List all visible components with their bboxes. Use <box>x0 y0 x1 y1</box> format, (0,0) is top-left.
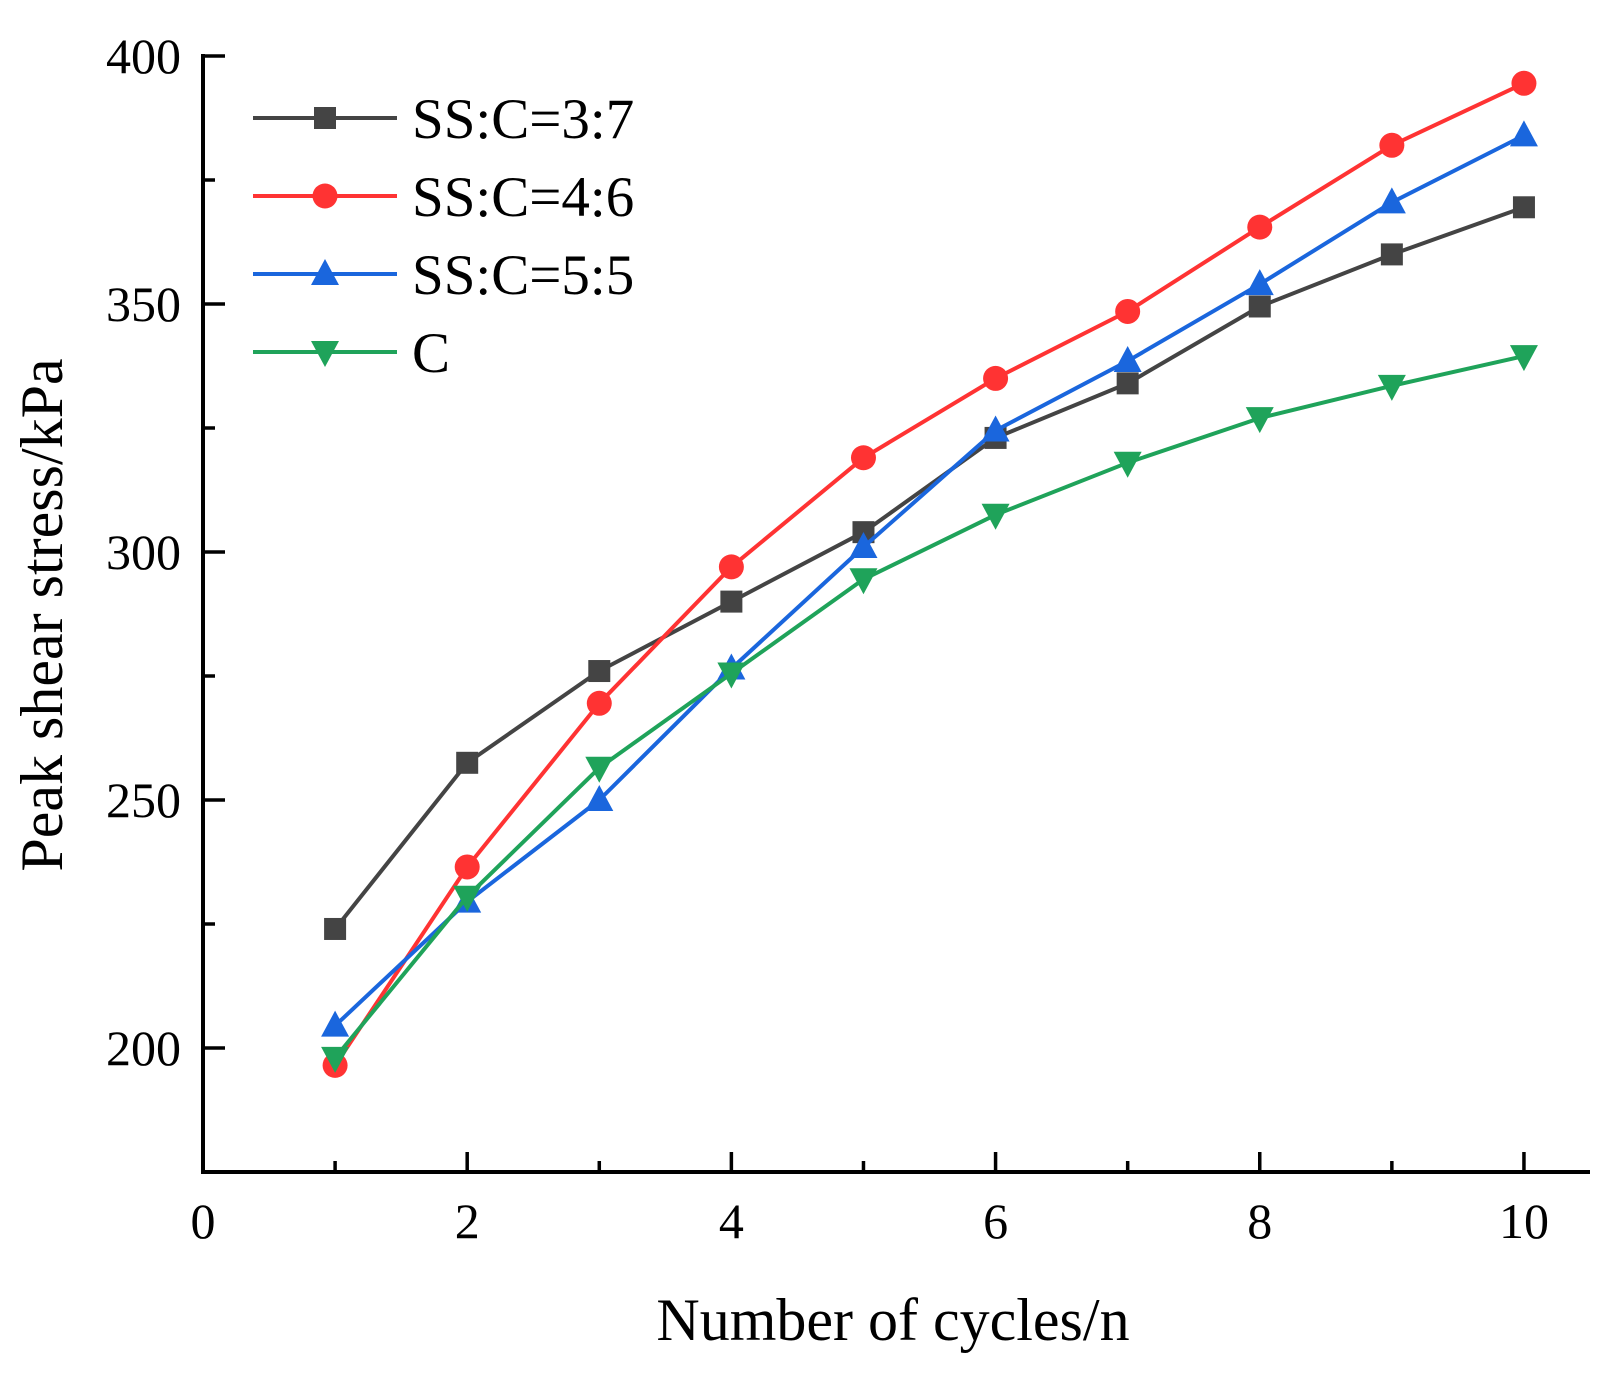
data-point <box>585 756 614 783</box>
data-point <box>1113 346 1142 373</box>
data-point <box>586 690 612 716</box>
data-point <box>454 854 480 880</box>
data-point <box>1512 196 1535 219</box>
data-point <box>849 532 878 559</box>
data-point <box>981 503 1010 530</box>
data-point <box>321 1010 350 1037</box>
x-tick-label: 6 <box>983 1193 1008 1249</box>
data-point <box>585 785 614 811</box>
y-tick-label: 400 <box>106 28 181 84</box>
x-tick-label: 2 <box>455 1193 480 1249</box>
x-tick-label: 0 <box>191 1193 216 1249</box>
series-line <box>333 81 1525 1067</box>
data-point <box>456 751 479 774</box>
series-line <box>333 354 1525 1060</box>
series-line <box>333 205 1525 931</box>
legend-label: SS:C=5:5 <box>412 244 634 307</box>
data-point <box>1380 243 1403 266</box>
data-point <box>1247 214 1273 240</box>
series-1 <box>324 196 1535 940</box>
data-point <box>850 445 876 471</box>
series-line <box>333 133 1525 1028</box>
data-point <box>983 365 1009 391</box>
y-tick-label: 300 <box>106 524 181 580</box>
data-point <box>1511 70 1537 96</box>
data-point <box>718 554 744 580</box>
legend: SS:C=3:7 SS:C=4:6 SS:C=5:5 C <box>253 88 634 385</box>
x-axis-title: Number of cycles/n <box>656 1287 1129 1353</box>
data-point <box>1248 295 1271 318</box>
data-point <box>1245 269 1274 296</box>
data-point <box>720 590 743 613</box>
legend-marker <box>312 183 338 209</box>
y-tick-label: 250 <box>106 772 181 828</box>
data-point <box>324 917 347 940</box>
data-point <box>717 662 746 689</box>
legend-entry: SS:C=3:7 <box>253 88 634 151</box>
y-axis-title: Peak shear stress/kPa <box>9 358 75 871</box>
data-point <box>849 568 878 595</box>
legend-entry: SS:C=4:6 <box>253 166 634 229</box>
data-point <box>588 660 611 683</box>
data-point <box>453 885 482 912</box>
legend-label: C <box>412 322 450 385</box>
x-tick-label: 8 <box>1247 1193 1272 1249</box>
data-point <box>981 415 1010 442</box>
legend-label: SS:C=3:7 <box>412 88 634 151</box>
legend-entry: C <box>253 322 450 385</box>
data-point <box>1379 132 1405 158</box>
x-tick-label: 10 <box>1499 1193 1549 1249</box>
data-point <box>1377 374 1406 401</box>
axes: 0 2 4 6 8 10 200 250 300 350 400 <box>106 28 1590 1249</box>
plot-area <box>321 70 1538 1078</box>
legend-label: SS:C=4:6 <box>412 166 634 229</box>
legend-marker <box>311 259 339 285</box>
data-point <box>1116 372 1139 395</box>
data-point <box>321 1046 350 1073</box>
data-point <box>1245 407 1274 434</box>
data-point <box>1113 451 1142 478</box>
legend-marker <box>311 341 339 367</box>
y-tick-label: 350 <box>106 276 181 332</box>
legend-marker <box>314 107 336 129</box>
x-tick-label: 4 <box>719 1193 744 1249</box>
series-4 <box>321 345 1538 1073</box>
data-point <box>1509 120 1538 147</box>
series-2 <box>322 70 1537 1078</box>
data-point <box>1115 298 1141 324</box>
legend-entry: SS:C=5:5 <box>253 244 634 307</box>
data-point <box>1509 345 1538 372</box>
y-tick-label: 200 <box>106 1020 181 1076</box>
data-point <box>1377 187 1406 214</box>
